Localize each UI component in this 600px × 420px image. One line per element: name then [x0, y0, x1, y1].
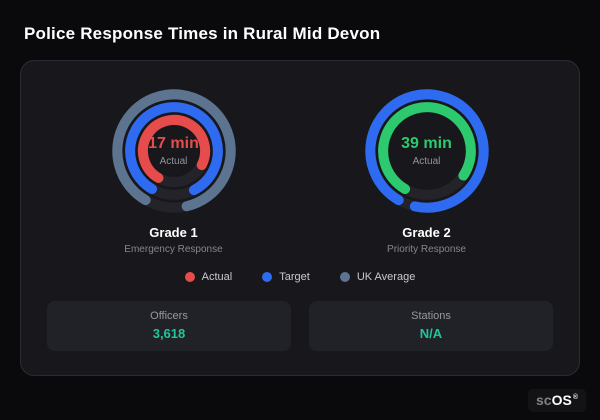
- stat-value: 3,618: [152, 326, 186, 341]
- stat-label: Stations: [411, 310, 451, 322]
- legend-item-target[interactable]: Target: [262, 271, 310, 283]
- brand-logo: scOS®: [528, 389, 586, 412]
- gauge-grade-2: 39 min Actual Grade 2 Priority Response: [317, 87, 537, 255]
- stat-value: N/A: [419, 326, 443, 341]
- stat-box-officers: Officers 3,618: [47, 301, 291, 351]
- gauge-chart: [364, 89, 489, 213]
- legend-label: Actual: [201, 271, 233, 283]
- dashboard-card: 17 min Actual Grade 1 Emergency Response…: [20, 60, 580, 376]
- brand-prefix: sc: [536, 392, 552, 408]
- legend-label: Target: [279, 271, 310, 283]
- gauge-subtitle: Emergency Response: [124, 244, 223, 255]
- gauge-title: Grade 2: [402, 225, 451, 240]
- gauge-title: Grade 1: [149, 225, 198, 240]
- page-title: Police Response Times in Rural Mid Devon: [24, 24, 381, 43]
- gauge-subtitle: Priority Response: [387, 244, 466, 255]
- chart-legend: Actual Target UK Average: [47, 271, 553, 283]
- legend-item-actual[interactable]: Actual: [184, 271, 233, 283]
- stat-box-stations: Stations N/A: [309, 301, 553, 351]
- legend-dot-icon: [262, 272, 273, 282]
- brand-suffix: OS: [551, 392, 572, 408]
- gauge-chart: [111, 89, 236, 213]
- gauge-rings: 17 min Actual: [110, 87, 238, 215]
- legend-dot-icon: [184, 272, 195, 282]
- gauges-row: 17 min Actual Grade 1 Emergency Response…: [47, 87, 553, 255]
- legend-item-uk-average[interactable]: UK Average: [339, 271, 416, 283]
- stat-label: Officers: [150, 310, 188, 322]
- legend-dot-icon: [339, 272, 350, 282]
- gauge-rings: 39 min Actual: [363, 87, 491, 215]
- legend-label: UK Average: [356, 271, 416, 283]
- gauge-grade-1: 17 min Actual Grade 1 Emergency Response: [64, 87, 284, 255]
- stats-row: Officers 3,618 Stations N/A: [47, 301, 553, 351]
- brand-registered-mark: ®: [572, 394, 578, 402]
